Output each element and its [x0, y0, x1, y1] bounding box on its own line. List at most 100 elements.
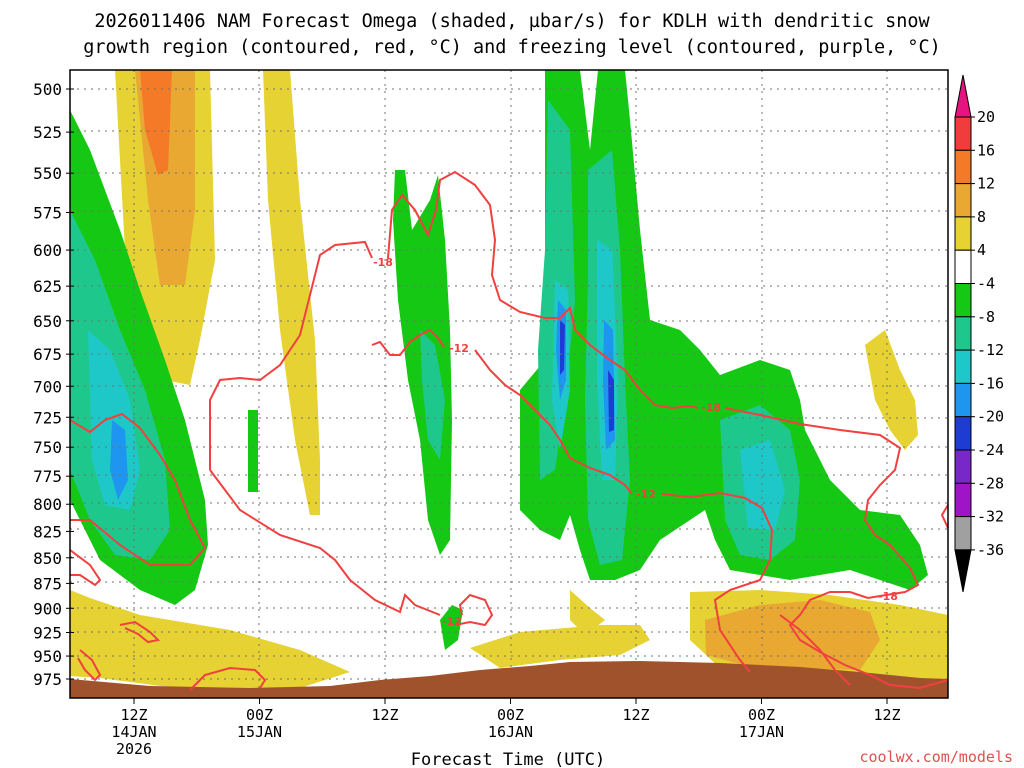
- colorbar-segment: [954, 249, 972, 284]
- dgz-contours: [69, 170, 949, 691]
- y-tick-label: 575: [33, 203, 62, 222]
- contour-line: [387, 170, 699, 410]
- contour-label: -18: [878, 590, 898, 603]
- contour-line: [119, 620, 161, 644]
- colorbar-label: 4: [977, 241, 986, 259]
- contour-label: -12: [442, 615, 462, 628]
- colorbar-segment: [954, 116, 972, 151]
- y-tick-label: 700: [33, 377, 62, 396]
- colorbar-label: -16: [977, 374, 1004, 392]
- colorbar-label: -12: [977, 341, 1004, 359]
- x-tick-hour: 12Z: [622, 706, 649, 724]
- colorbar-label: 12: [977, 175, 995, 193]
- colorbar-label: -24: [977, 441, 1004, 459]
- omega-region-negative: [560, 320, 565, 375]
- colorbar-label: -20: [977, 408, 1004, 426]
- y-tick-label: 625: [33, 277, 62, 296]
- omega-region-positive: [140, 70, 172, 175]
- omega-region-negative: [608, 370, 614, 432]
- omega-region-positive: [70, 590, 350, 690]
- colorbar-segment: [954, 382, 972, 418]
- chart-title-line-1: 2026011406 NAM Forecast Omega (shaded, µ…: [94, 11, 930, 32]
- y-tick-label: 675: [33, 345, 62, 364]
- y-tick-label: 550: [33, 164, 62, 183]
- y-tick-label: 800: [33, 495, 62, 514]
- y-tick-label: 525: [33, 123, 62, 142]
- x-axis-label: Forecast Time (UTC): [411, 750, 605, 768]
- contour-line: [77, 649, 102, 682]
- colorbar-label: 8: [977, 208, 986, 226]
- omega-region-positive: [470, 625, 650, 668]
- colorbar-segment: [954, 149, 972, 185]
- x-tick-hour: 00Z: [246, 706, 273, 724]
- y-tick-label: 900: [33, 599, 62, 618]
- contour-line: [189, 666, 267, 691]
- colorbar-segment: [954, 283, 972, 318]
- y-tick-label: 600: [33, 241, 62, 260]
- colorbar-label: -32: [977, 508, 1004, 526]
- y-tick-label: 500: [33, 80, 62, 99]
- colorbar-label: 20: [977, 108, 995, 126]
- colorbar-top-arrow: [954, 74, 972, 118]
- x-tick-year: 2026: [116, 740, 152, 758]
- omega-region-positive: [865, 330, 918, 450]
- omega-region-positive: [263, 70, 320, 515]
- x-tick-date: 16JAN: [488, 723, 533, 741]
- contour-line: [788, 591, 949, 690]
- contour-line: [69, 549, 102, 587]
- colorbar-segment: [954, 449, 972, 484]
- omega-region-negative: [110, 420, 128, 500]
- omega-region-positive: [705, 600, 880, 670]
- plot-frame: [69, 69, 949, 699]
- contour-label: -18: [701, 401, 721, 414]
- colorbar-label: -8: [977, 308, 995, 326]
- colorbar-label: -4: [977, 275, 995, 293]
- omega-region-negative: [248, 410, 258, 492]
- colorbar-label: 16: [977, 141, 995, 159]
- y-tick-label: 950: [33, 647, 62, 666]
- x-tick-hour: 12Z: [371, 706, 398, 724]
- y-tick-label: 775: [33, 467, 62, 486]
- credit-text: coolwx.com/models: [859, 748, 1013, 766]
- terrain: [70, 661, 948, 698]
- contour-line: [209, 240, 373, 470]
- y-tick-label: 750: [33, 438, 62, 457]
- omega-region-positive: [570, 590, 605, 635]
- contour-line: [779, 614, 851, 686]
- contour-line: [724, 407, 920, 599]
- x-tick-date: 14JAN: [111, 723, 156, 741]
- y-tick-label: 925: [33, 623, 62, 642]
- colorbar-segment: [954, 216, 972, 251]
- x-tick-hour: 00Z: [497, 706, 524, 724]
- x-tick-date: 15JAN: [237, 723, 282, 741]
- y-axis: 500 525 550 575 600 625 650 675 700 725 750 775 800 8…: [33, 80, 74, 689]
- x-tick-date: 17JAN: [739, 723, 784, 741]
- omega-region-negative: [440, 605, 463, 650]
- contour-line: [661, 491, 774, 673]
- contour-line: [474, 349, 633, 495]
- x-tick-hour: 00Z: [748, 706, 775, 724]
- y-tick-label: 875: [33, 574, 62, 593]
- y-tick-label: 850: [33, 549, 62, 568]
- y-tick-label: 975: [33, 670, 62, 689]
- chart-title-line-2: growth region (contoured, red, °C) and f…: [83, 37, 941, 58]
- x-tick-hour: 12Z: [873, 706, 900, 724]
- contour-line: [69, 412, 207, 566]
- x-tick-hour: 12Z: [120, 706, 147, 724]
- colorbar-bottom-arrow: [954, 549, 972, 592]
- colorbar-segment: [954, 183, 972, 218]
- contour-line: [454, 593, 494, 627]
- contour-line: [371, 328, 445, 356]
- y-tick-label: 650: [33, 312, 62, 331]
- colorbar-label: -36: [977, 541, 1004, 559]
- omega-region-negative: [420, 330, 445, 460]
- omega-shading: [70, 70, 948, 690]
- colorbar-label: -28: [977, 474, 1004, 492]
- colorbar: 20 16 12 8 4 -4 -8 -12 -16 -20 -24 -28 -32 -36: [954, 74, 1004, 592]
- colorbar-segment: [954, 482, 972, 518]
- contour-label: -12: [636, 488, 656, 501]
- contour-line: [209, 469, 441, 616]
- y-tick-label: 825: [33, 522, 62, 541]
